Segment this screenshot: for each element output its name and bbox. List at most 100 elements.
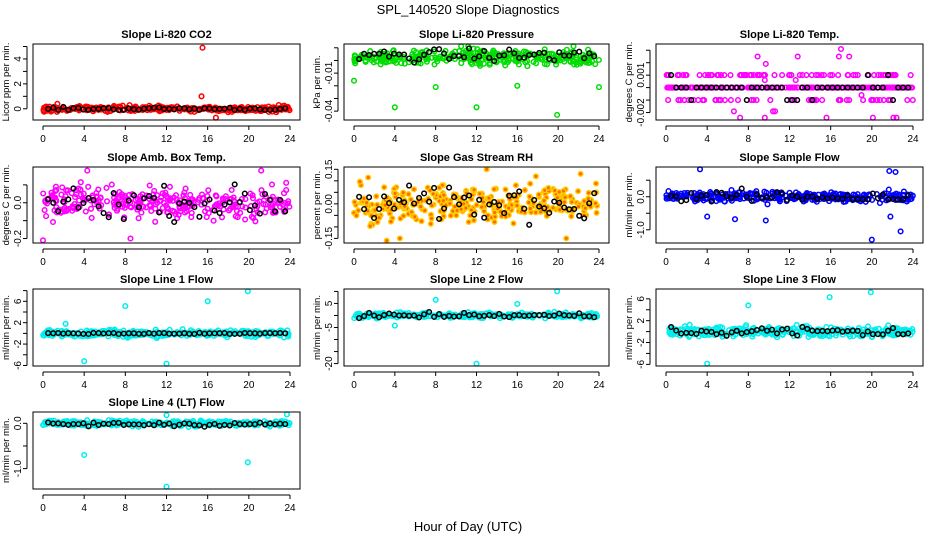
- data-point: [704, 72, 712, 79]
- data-point: [471, 186, 478, 193]
- outlier-point: [163, 412, 170, 419]
- hourly-point: [416, 194, 423, 201]
- panel-title: Slope Sample Flow: [739, 152, 840, 164]
- x-tick-label: 0: [40, 503, 46, 514]
- outlier-point: [350, 77, 358, 84]
- panel-3: Slope Amb. Box Temp. degrees C per min. 0 4…: [1, 152, 301, 268]
- outlier-point: [554, 111, 561, 118]
- data-point: [551, 187, 558, 194]
- hourly-point: [794, 97, 801, 104]
- x-tick-label: 0: [40, 257, 46, 268]
- data-point: [680, 72, 687, 79]
- hourly-point: [366, 194, 373, 201]
- data-point: [791, 97, 798, 104]
- hourly-point: [471, 55, 478, 62]
- data-point: [904, 97, 911, 104]
- data-point: [225, 207, 233, 214]
- plot-frame: [32, 166, 301, 244]
- data-point: [77, 179, 84, 186]
- hourly-point: [779, 190, 786, 197]
- plot-frame: [655, 166, 924, 244]
- data-point: [431, 61, 438, 68]
- data-point: [108, 181, 115, 188]
- data-point: [526, 193, 533, 200]
- y-tick-label: 5: [324, 300, 335, 306]
- hourly-point: [55, 208, 62, 215]
- hourly-point: [784, 325, 791, 332]
- hourly-point: [864, 196, 871, 203]
- data-point: [407, 196, 414, 203]
- hourly-point: [150, 194, 158, 201]
- data-point: [97, 194, 104, 202]
- hourly-point: [839, 195, 846, 202]
- outlier-point: [458, 43, 465, 50]
- x-tick-label: 8: [746, 134, 752, 145]
- y-tick-label: 0.0: [13, 416, 24, 430]
- data-point: [860, 97, 867, 104]
- data-point: [230, 203, 237, 210]
- data-points: [40, 44, 293, 121]
- hourly-point: [171, 423, 178, 430]
- outlier-point: [81, 358, 88, 365]
- data-point: [541, 46, 548, 53]
- hourly-point: [171, 218, 178, 226]
- outlier-point: [868, 236, 875, 243]
- data-point: [575, 188, 582, 195]
- outlier-point: [81, 451, 88, 459]
- data-point: [595, 56, 602, 64]
- hourly-point: [211, 207, 218, 214]
- data-point: [128, 106, 135, 113]
- hourly-point: [226, 104, 233, 111]
- data-point: [554, 55, 561, 63]
- outlier-point: [62, 320, 69, 327]
- data-point: [352, 60, 359, 67]
- outlier-point: [897, 228, 904, 235]
- hourly-point: [541, 49, 548, 56]
- x-tick-label: 8: [746, 257, 752, 268]
- hourly-point: [531, 196, 538, 204]
- hourly-point: [110, 190, 117, 197]
- hourly-point: [266, 196, 274, 204]
- hourly-point: [65, 196, 72, 203]
- hourly-point: [446, 184, 453, 191]
- hourly-point: [186, 420, 193, 427]
- data-point: [105, 211, 112, 218]
- outlier-point: [761, 77, 768, 84]
- data-point: [885, 322, 892, 329]
- x-tick-label: 0: [40, 380, 46, 391]
- y-axis-label: degrees C per min.: [1, 165, 12, 246]
- hourly-point: [591, 314, 598, 321]
- data-point: [737, 72, 745, 79]
- hourly-point: [456, 201, 463, 208]
- outlier-point: [122, 303, 129, 310]
- hourly-point: [591, 53, 598, 60]
- x-tick-label: 12: [784, 257, 796, 268]
- hourly-point: [859, 332, 866, 339]
- hourly-point: [536, 312, 543, 319]
- data-point: [470, 217, 477, 224]
- data-point: [195, 196, 202, 203]
- hourly-point: [688, 97, 695, 104]
- data-point: [182, 185, 189, 192]
- y-tick-label: -1.0: [13, 460, 24, 478]
- outlier-point: [887, 213, 894, 220]
- hourly-point: [95, 203, 102, 210]
- y-tick-label: 6: [13, 298, 24, 304]
- hourly-point: [166, 420, 173, 427]
- hourly-point: [683, 197, 690, 204]
- x-tick-label: 16: [202, 134, 214, 145]
- hourly-point: [361, 206, 368, 213]
- data-point: [748, 72, 755, 79]
- hourly-point: [426, 308, 433, 316]
- data-point: [776, 198, 783, 205]
- outlier-point: [258, 167, 265, 174]
- outlier-point: [858, 92, 865, 99]
- data-point: [48, 189, 55, 196]
- data-point: [116, 188, 123, 196]
- data-point: [684, 189, 691, 196]
- hourly-point: [461, 54, 468, 61]
- data-point: [875, 325, 882, 332]
- panel-title: Slope Li-820 CO2: [121, 29, 211, 41]
- hourly-point: [376, 205, 383, 213]
- data-point: [247, 190, 254, 197]
